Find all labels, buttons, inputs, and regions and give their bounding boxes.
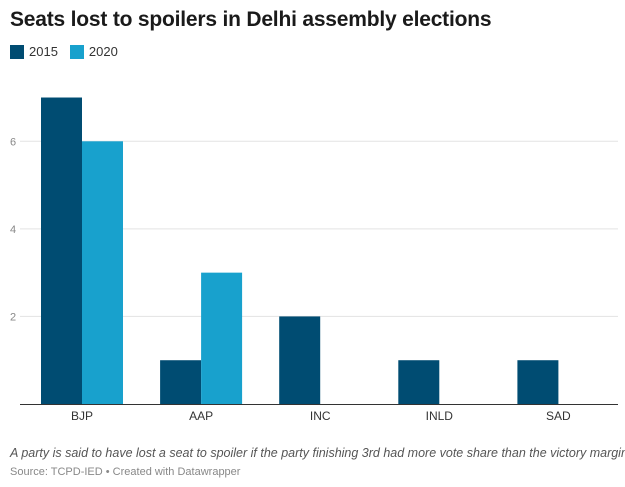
bar-2015-inc <box>279 316 321 404</box>
bar-2020-bjp <box>82 141 123 404</box>
legend-item-2015: 2015 <box>10 44 58 59</box>
bar-2015-inld <box>398 360 440 404</box>
legend: 2015 2020 <box>10 44 130 59</box>
x-tick-label: BJP <box>71 409 93 423</box>
x-tick-label: INC <box>310 409 331 423</box>
legend-item-2020: 2020 <box>69 44 118 59</box>
bar-2015-aap <box>160 360 202 404</box>
bar-2015-bjp <box>41 97 82 404</box>
chart-title: Seats lost to spoilers in Delhi assembly… <box>10 8 492 31</box>
chart-note: A party is said to have lost a seat to s… <box>10 446 625 460</box>
y-tick-label: 4 <box>10 224 16 236</box>
chart-source: Source: TCPD-IED • Created with Datawrap… <box>10 466 241 478</box>
legend-swatch-2015 <box>10 44 24 59</box>
x-tick-label: AAP <box>189 409 213 423</box>
legend-label-2015: 2015 <box>29 44 58 59</box>
y-tick-label: 6 <box>10 136 16 148</box>
x-tick-label: INLD <box>426 409 454 423</box>
x-tick-label: SAD <box>546 409 571 423</box>
bar-2015-sad <box>517 360 559 404</box>
legend-label-2020: 2020 <box>88 44 118 59</box>
y-tick-label: 2 <box>10 311 16 323</box>
bar-2020-aap <box>201 272 243 404</box>
legend-swatch-2020 <box>69 44 84 59</box>
